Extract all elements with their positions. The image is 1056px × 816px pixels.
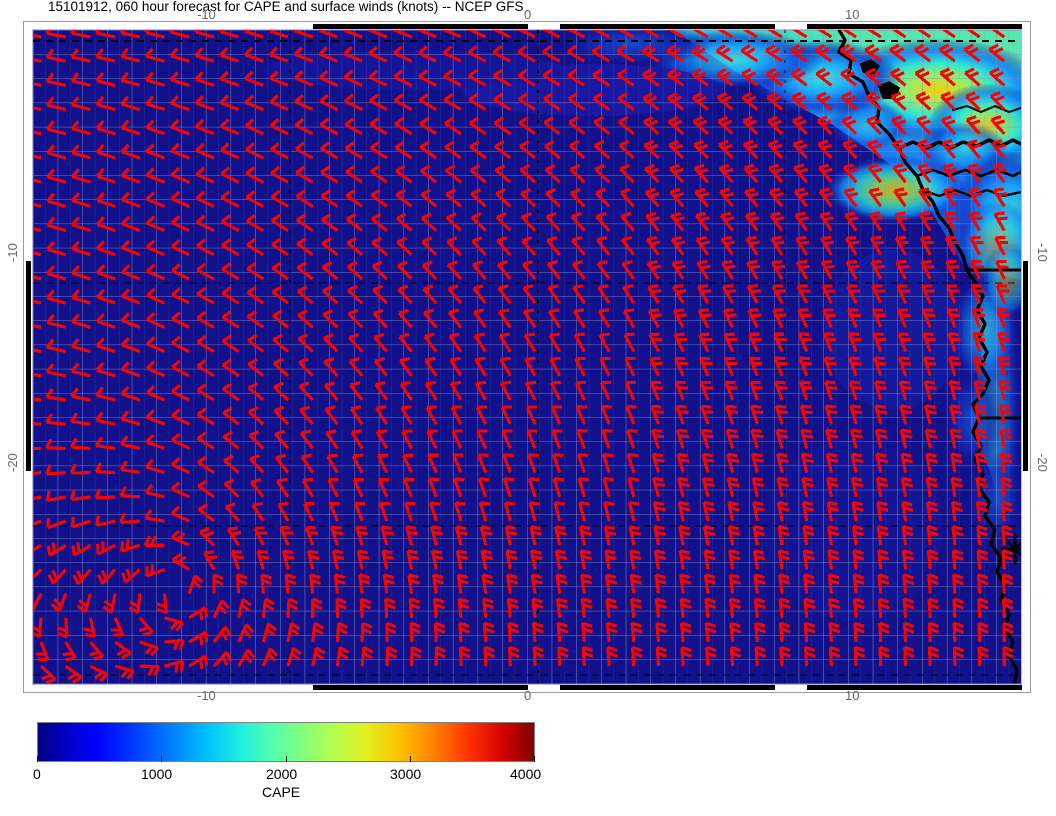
colorbar-tick	[286, 756, 287, 762]
colorbar-tick-label-0: 0	[33, 766, 41, 782]
axis-bar-bottom-seg1	[313, 685, 528, 690]
map-plot-area[interactable]	[33, 30, 1021, 684]
axis-bar-left-seg1	[26, 261, 31, 471]
axis-bar-bottom-seg2	[560, 685, 775, 690]
colorbar-tick-label-3: 3000	[390, 766, 422, 782]
colorbar-tick	[534, 756, 535, 762]
x-tick-top-2: 10	[845, 7, 860, 22]
page-title: 15101912, 060 hour forecast for CAPE and…	[48, 0, 524, 14]
colorbar-tick	[37, 756, 38, 762]
x-tick-bottom-0: -10	[197, 688, 216, 703]
colorbar: 0 1000 2000 3000 4000 CAPE	[33, 722, 541, 800]
x-tick-bottom-1: 0	[524, 688, 532, 703]
x-tick-top-0: -10	[197, 7, 216, 22]
colorbar-tick-label-2: 2000	[266, 766, 298, 782]
colorbar-tick	[410, 756, 411, 762]
axis-bar-top-seg4	[807, 24, 1022, 29]
x-tick-top-1: 0	[524, 7, 532, 22]
y-tick-right-1: -20	[1034, 453, 1050, 472]
colorbar-label: CAPE	[262, 784, 301, 800]
colorbar-tick	[161, 756, 162, 762]
y-tick-left-0: -10	[4, 243, 20, 262]
axis-bar-top-seg2	[313, 24, 528, 29]
axis-bar-top-seg3	[560, 24, 775, 29]
axis-bar-bottom-seg3	[807, 685, 1022, 690]
y-tick-left-1: -20	[4, 453, 20, 472]
axis-bar-top-seg1	[32, 24, 285, 29]
map-canvas	[33, 30, 1021, 684]
axis-bar-right-seg1	[1023, 261, 1028, 471]
x-tick-bottom-2: 10	[845, 688, 860, 703]
colorbar-gradient	[37, 722, 535, 762]
lat-lon-grid	[33, 30, 1021, 684]
map-panel	[23, 21, 1031, 693]
y-tick-right-0: -10	[1034, 243, 1050, 262]
colorbar-tick-label-1: 1000	[141, 766, 173, 782]
colorbar-tick-label-4: 4000	[510, 766, 542, 782]
